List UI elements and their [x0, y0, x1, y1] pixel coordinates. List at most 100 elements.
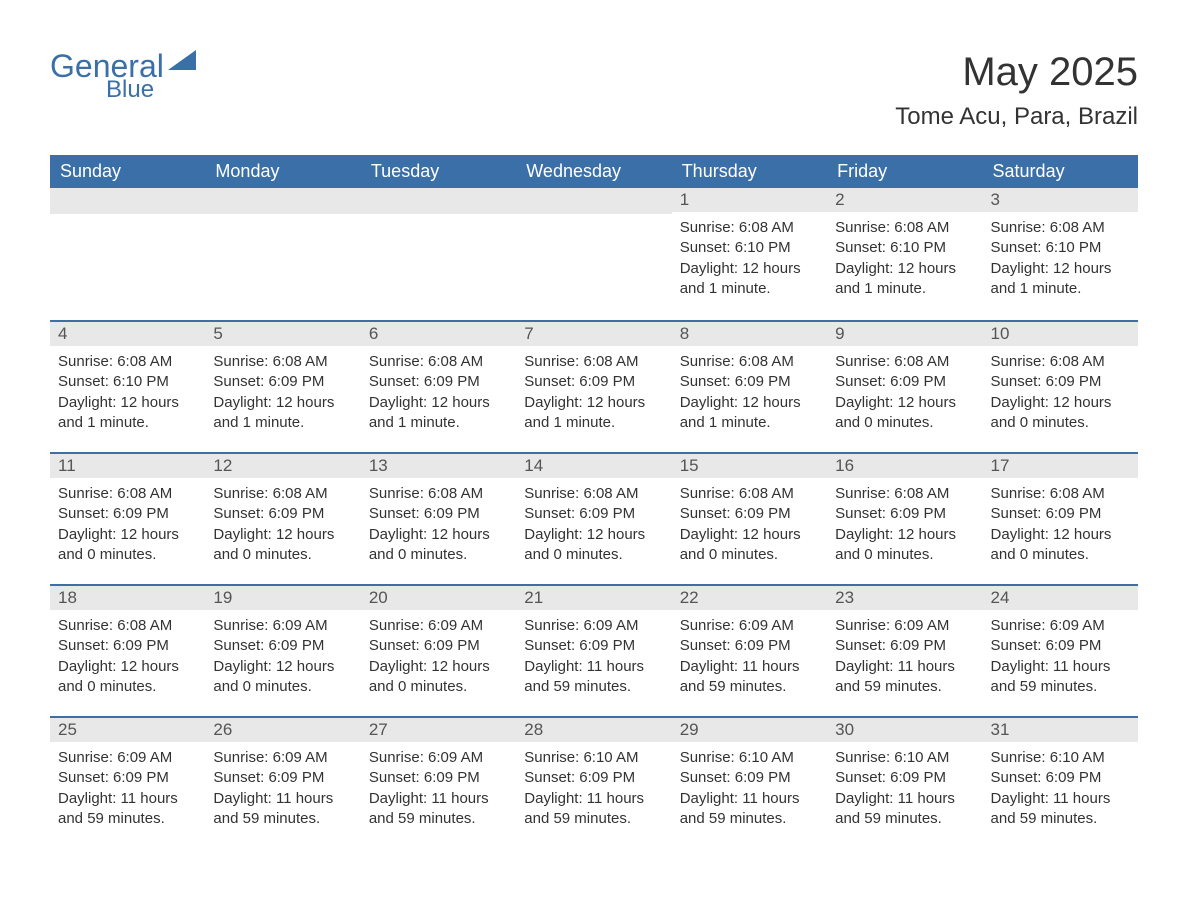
sunrise-text: Sunrise: 6:09 AM	[369, 748, 508, 768]
calendar-cell: 14Sunrise: 6:08 AMSunset: 6:09 PMDayligh…	[516, 452, 671, 584]
sunrise-text: Sunrise: 6:09 AM	[835, 616, 974, 636]
day-number: 4	[50, 320, 205, 346]
daylight-text: Daylight: 11 hours and 59 minutes.	[524, 789, 663, 830]
calendar-cell: 8Sunrise: 6:08 AMSunset: 6:09 PMDaylight…	[672, 320, 827, 452]
calendar-cell: 21Sunrise: 6:09 AMSunset: 6:09 PMDayligh…	[516, 584, 671, 716]
sunset-text: Sunset: 6:09 PM	[835, 636, 974, 656]
day-details: Sunrise: 6:08 AMSunset: 6:09 PMDaylight:…	[827, 346, 982, 437]
weekday-header: Saturday	[983, 155, 1138, 188]
sunset-text: Sunset: 6:09 PM	[369, 636, 508, 656]
calendar-cell	[516, 188, 671, 320]
sunrise-text: Sunrise: 6:08 AM	[369, 484, 508, 504]
day-number: 17	[983, 452, 1138, 478]
day-details: Sunrise: 6:08 AMSunset: 6:10 PMDaylight:…	[672, 212, 827, 303]
calendar-week-row: 4Sunrise: 6:08 AMSunset: 6:10 PMDaylight…	[50, 320, 1138, 452]
sunrise-text: Sunrise: 6:09 AM	[369, 616, 508, 636]
daylight-text: Daylight: 11 hours and 59 minutes.	[680, 789, 819, 830]
sunset-text: Sunset: 6:09 PM	[524, 768, 663, 788]
calendar-week-row: 1Sunrise: 6:08 AMSunset: 6:10 PMDaylight…	[50, 188, 1138, 320]
calendar-cell: 26Sunrise: 6:09 AMSunset: 6:09 PMDayligh…	[205, 716, 360, 848]
day-details: Sunrise: 6:09 AMSunset: 6:09 PMDaylight:…	[361, 610, 516, 701]
day-details: Sunrise: 6:09 AMSunset: 6:09 PMDaylight:…	[205, 610, 360, 701]
header-right: May 2025 Tome Acu, Para, Brazil	[895, 50, 1138, 131]
calendar-cell: 25Sunrise: 6:09 AMSunset: 6:09 PMDayligh…	[50, 716, 205, 848]
sunset-text: Sunset: 6:09 PM	[835, 768, 974, 788]
logo-text-sub: Blue	[106, 76, 196, 104]
sunset-text: Sunset: 6:09 PM	[524, 372, 663, 392]
daylight-text: Daylight: 12 hours and 1 minute.	[58, 393, 197, 434]
day-number: 1	[672, 188, 827, 212]
sunrise-text: Sunrise: 6:08 AM	[835, 218, 974, 238]
day-details: Sunrise: 6:10 AMSunset: 6:09 PMDaylight:…	[827, 742, 982, 833]
day-details: Sunrise: 6:08 AMSunset: 6:10 PMDaylight:…	[50, 346, 205, 437]
calendar-week-row: 11Sunrise: 6:08 AMSunset: 6:09 PMDayligh…	[50, 452, 1138, 584]
daylight-text: Daylight: 11 hours and 59 minutes.	[680, 657, 819, 698]
sunrise-text: Sunrise: 6:09 AM	[680, 616, 819, 636]
day-details: Sunrise: 6:08 AMSunset: 6:09 PMDaylight:…	[516, 346, 671, 437]
sunset-text: Sunset: 6:09 PM	[369, 372, 508, 392]
day-details: Sunrise: 6:08 AMSunset: 6:09 PMDaylight:…	[50, 610, 205, 701]
daylight-text: Daylight: 12 hours and 0 minutes.	[835, 393, 974, 434]
daylight-text: Daylight: 12 hours and 1 minute.	[680, 393, 819, 434]
daylight-text: Daylight: 11 hours and 59 minutes.	[991, 789, 1130, 830]
sunset-text: Sunset: 6:09 PM	[524, 504, 663, 524]
empty-day-bar	[516, 188, 671, 214]
sunset-text: Sunset: 6:10 PM	[991, 238, 1130, 258]
sunrise-text: Sunrise: 6:08 AM	[213, 484, 352, 504]
calendar-cell: 17Sunrise: 6:08 AMSunset: 6:09 PMDayligh…	[983, 452, 1138, 584]
day-details: Sunrise: 6:08 AMSunset: 6:09 PMDaylight:…	[205, 346, 360, 437]
empty-day-bar	[50, 188, 205, 214]
day-details: Sunrise: 6:08 AMSunset: 6:09 PMDaylight:…	[672, 478, 827, 569]
sunset-text: Sunset: 6:09 PM	[991, 504, 1130, 524]
sunset-text: Sunset: 6:09 PM	[991, 372, 1130, 392]
weekday-header: Thursday	[672, 155, 827, 188]
daylight-text: Daylight: 12 hours and 0 minutes.	[369, 657, 508, 698]
sunrise-text: Sunrise: 6:08 AM	[58, 484, 197, 504]
daylight-text: Daylight: 12 hours and 1 minute.	[213, 393, 352, 434]
sunrise-text: Sunrise: 6:08 AM	[213, 352, 352, 372]
day-details: Sunrise: 6:09 AMSunset: 6:09 PMDaylight:…	[205, 742, 360, 833]
calendar-cell: 19Sunrise: 6:09 AMSunset: 6:09 PMDayligh…	[205, 584, 360, 716]
weekday-header: Monday	[205, 155, 360, 188]
sunrise-text: Sunrise: 6:08 AM	[680, 218, 819, 238]
sunrise-text: Sunrise: 6:08 AM	[58, 352, 197, 372]
day-number: 20	[361, 584, 516, 610]
daylight-text: Daylight: 12 hours and 0 minutes.	[213, 525, 352, 566]
calendar-week-row: 25Sunrise: 6:09 AMSunset: 6:09 PMDayligh…	[50, 716, 1138, 848]
sunrise-text: Sunrise: 6:10 AM	[991, 748, 1130, 768]
sunset-text: Sunset: 6:09 PM	[213, 636, 352, 656]
calendar-cell: 3Sunrise: 6:08 AMSunset: 6:10 PMDaylight…	[983, 188, 1138, 320]
calendar-cell: 27Sunrise: 6:09 AMSunset: 6:09 PMDayligh…	[361, 716, 516, 848]
daylight-text: Daylight: 12 hours and 1 minute.	[991, 259, 1130, 300]
sunset-text: Sunset: 6:09 PM	[58, 768, 197, 788]
sunset-text: Sunset: 6:09 PM	[58, 636, 197, 656]
sunrise-text: Sunrise: 6:09 AM	[58, 748, 197, 768]
sunrise-text: Sunrise: 6:08 AM	[835, 484, 974, 504]
sunrise-text: Sunrise: 6:09 AM	[213, 748, 352, 768]
sunset-text: Sunset: 6:09 PM	[991, 636, 1130, 656]
calendar-cell	[205, 188, 360, 320]
sunset-text: Sunset: 6:09 PM	[213, 504, 352, 524]
calendar-cell: 31 Sunrise: 6:10 AMSunset: 6:09 PMDayligh…	[983, 716, 1138, 848]
location-label: Tome Acu, Para, Brazil	[895, 103, 1138, 131]
day-number: 7	[516, 320, 671, 346]
daylight-text: Daylight: 11 hours and 59 minutes.	[835, 789, 974, 830]
daylight-text: Daylight: 12 hours and 0 minutes.	[213, 657, 352, 698]
page-header: General Blue May 2025 Tome Acu, Para, Br…	[50, 50, 1138, 131]
sunset-text: Sunset: 6:09 PM	[835, 372, 974, 392]
day-details: Sunrise: 6:08 AMSunset: 6:10 PMDaylight:…	[983, 212, 1138, 303]
day-number: 29	[672, 716, 827, 742]
day-details: Sunrise: 6:08 AMSunset: 6:09 PMDaylight:…	[516, 478, 671, 569]
calendar-cell: 4Sunrise: 6:08 AMSunset: 6:10 PMDaylight…	[50, 320, 205, 452]
day-details: Sunrise: 6:09 AMSunset: 6:09 PMDaylight:…	[516, 610, 671, 701]
sunrise-text: Sunrise: 6:08 AM	[991, 484, 1130, 504]
sunset-text: Sunset: 6:09 PM	[991, 768, 1130, 788]
day-number: 31	[983, 716, 1138, 742]
day-number: 21	[516, 584, 671, 610]
day-details: Sunrise: 6:09 AMSunset: 6:09 PMDaylight:…	[50, 742, 205, 833]
weekday-header: Friday	[827, 155, 982, 188]
day-details: Sunrise: 6:08 AMSunset: 6:09 PMDaylight:…	[50, 478, 205, 569]
sunset-text: Sunset: 6:09 PM	[680, 768, 819, 788]
calendar-cell: 2Sunrise: 6:08 AMSunset: 6:10 PMDaylight…	[827, 188, 982, 320]
day-details: Sunrise: 6:10 AMSunset: 6:09 PMDaylight:…	[672, 742, 827, 833]
